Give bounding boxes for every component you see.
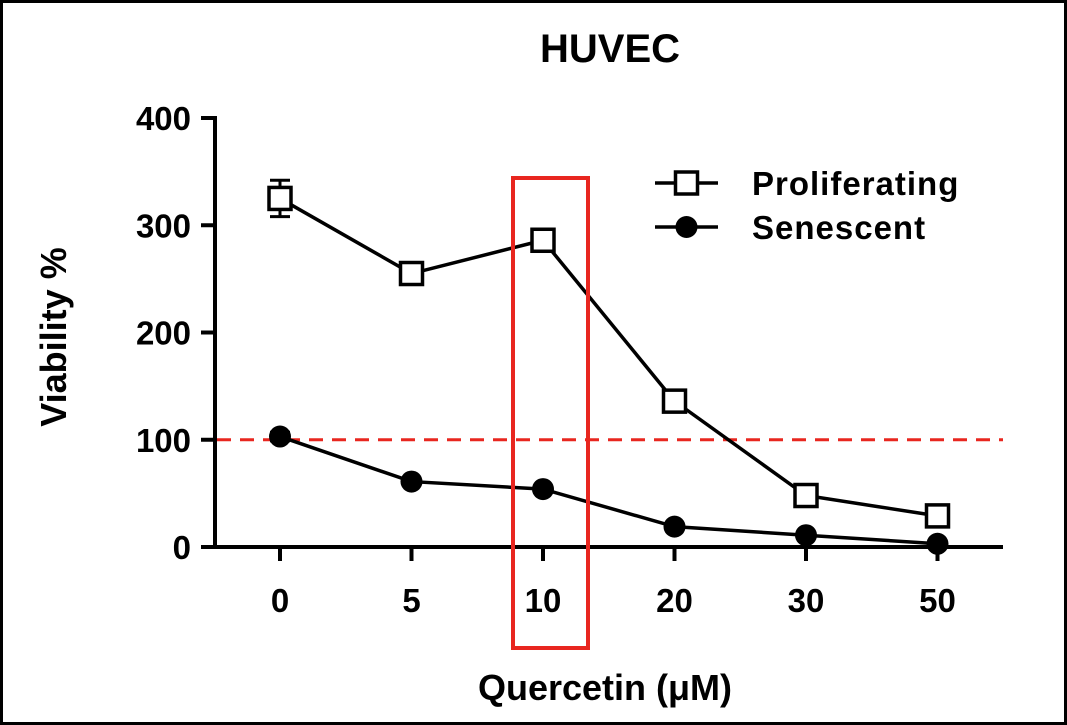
legend-label: Proliferating <box>752 165 959 202</box>
x-tick-label: 50 <box>919 582 956 619</box>
data-point-square <box>924 503 951 529</box>
data-point-circle <box>400 470 423 493</box>
legend-marker-circle <box>675 216 698 238</box>
data-point-circle <box>269 425 291 448</box>
y-tick-label: 300 <box>136 207 191 244</box>
data-point-square <box>793 482 819 509</box>
data-point-square <box>267 185 293 212</box>
y-tick-label: 400 <box>136 100 191 137</box>
y-tick-label: 0 <box>173 529 191 566</box>
x-axis-title: Quercetin (μM) <box>478 667 732 708</box>
data-point-square <box>398 260 425 287</box>
plot-area: 0 100 200 300 400 0 5 10 20 30 50 Proliferating Sene… <box>136 100 1003 650</box>
y-tick-label: 200 <box>136 315 191 352</box>
x-tick-label: 10 <box>525 582 562 619</box>
series-line <box>279 196 938 518</box>
chart-title: HUVEC <box>540 27 680 71</box>
x-tick-label: 5 <box>402 582 420 619</box>
legend-label: Senescent <box>752 209 926 246</box>
data-point-circle <box>663 515 686 538</box>
data-point-square <box>661 388 688 414</box>
legend-marker-square <box>673 170 700 196</box>
y-axis-title: Viability % <box>33 247 74 426</box>
series-line <box>279 434 938 546</box>
data-point-circle <box>532 478 554 501</box>
data-point-circle <box>795 524 817 547</box>
x-tick-label: 30 <box>788 582 825 619</box>
x-tick-label: 20 <box>656 582 693 619</box>
data-point-circle <box>926 532 949 555</box>
highlight-box <box>511 176 590 650</box>
y-tick-label: 100 <box>136 422 191 459</box>
x-tick-label: 0 <box>271 582 289 619</box>
data-point-square <box>530 227 556 254</box>
